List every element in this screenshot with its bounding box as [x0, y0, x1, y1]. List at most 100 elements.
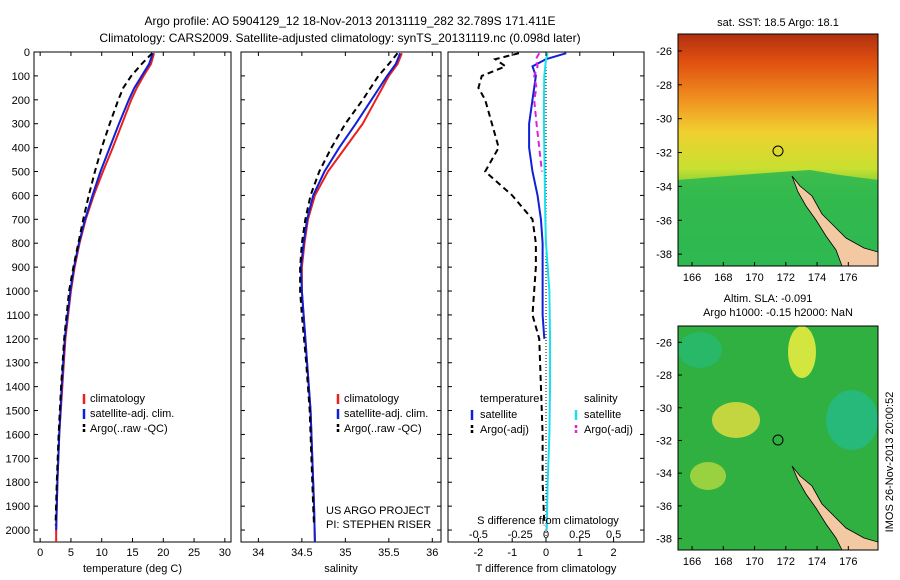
series-line-argo-raw-qc- — [54, 52, 153, 526]
x-tick-label: -2 — [474, 547, 484, 559]
y-tick-label: 200 — [12, 95, 30, 107]
y-tick-label: 2000 — [6, 525, 30, 537]
sla-high-anomaly — [712, 402, 760, 438]
x-tick-label: 10 — [96, 547, 108, 559]
y-tick-label: 1100 — [6, 310, 30, 322]
x-tick-label: 35.5 — [378, 547, 399, 559]
sst-cool-region — [678, 170, 878, 266]
title-line2: Climatology: CARS2009. Satellite-adjuste… — [99, 31, 580, 45]
sla-map-title-line1: Altim. SLA: -0.091 — [724, 293, 813, 305]
map-x-tick-label: 176 — [839, 272, 857, 284]
sla-map-frame — [677, 325, 879, 551]
series-line-satellite-adj-clim- — [55, 52, 154, 531]
s-tick-label: 0.25 — [569, 529, 590, 541]
map-y-tick-label: -32 — [656, 148, 672, 160]
x-tick-label: 34.5 — [291, 547, 312, 559]
legend-label: climatology — [90, 393, 146, 405]
x-tick-label: 1 — [577, 547, 583, 559]
sst-map — [677, 33, 879, 267]
sst-argo-location-marker — [772, 145, 784, 157]
sla-high-anomaly — [788, 326, 816, 378]
y-tick-label: 1200 — [6, 334, 30, 346]
temperature-panel: 0 5 10 15 20 25 300100200300400500600700800900… — [6, 47, 232, 575]
x-tick-label: 25 — [188, 547, 200, 559]
y-tick-label: 1800 — [6, 477, 30, 489]
s-tick-label: -0.25 — [508, 529, 533, 541]
y-tick-label: 1400 — [6, 382, 30, 394]
series-line-temperature-satellite — [528, 52, 567, 339]
map-x-tick-label: 168 — [714, 272, 732, 284]
map-x-tick-label: 168 — [714, 556, 732, 568]
x-tick-label: 36 — [426, 547, 438, 559]
legend-label: Argo(-adj) — [584, 424, 633, 436]
y-tick-label: 900 — [12, 262, 30, 274]
x-tick-label: 0 — [37, 547, 43, 559]
map-x-tick-label: 172 — [777, 272, 795, 284]
map-y-tick-label: -32 — [656, 435, 672, 447]
series-line-salinity-satellite — [542, 52, 552, 531]
map-y-tick-label: -34 — [656, 181, 672, 193]
map-y-tick-label: -28 — [656, 80, 672, 92]
map-y-tick-label: -38 — [656, 534, 672, 546]
series-line-argo-raw-qc- — [299, 52, 399, 526]
map-y-tick-label: -38 — [656, 249, 672, 261]
map-y-tick-label: -26 — [656, 337, 672, 349]
map-y-tick-label: -26 — [656, 46, 672, 58]
y-tick-label: 400 — [12, 143, 30, 155]
sla-high-anomaly — [690, 462, 726, 490]
sst-map-title: sat. SST: 18.5 Argo: 18.1 — [717, 17, 839, 29]
y-tick-label: 800 — [12, 238, 30, 250]
salinity-panel: 34 34.5 35 35.5 36 salinity climatology satelli… — [240, 51, 442, 575]
map-x-tick-label: 172 — [777, 556, 795, 568]
sla-low-anomaly — [678, 332, 722, 368]
y-tick-label: 500 — [12, 167, 30, 179]
sla-low-anomaly — [826, 390, 878, 450]
sla-map-ticks: 166 168 170 172 174 176 -26 -28 -30 -32 -34 -36 -38 — [656, 337, 857, 568]
sst-map-frame — [677, 33, 879, 267]
x-tick-label: 30 — [219, 547, 231, 559]
x-axis-label: temperature (deg C) — [83, 563, 182, 575]
map-y-tick-label: -34 — [656, 468, 672, 480]
y-tick-label: 0 — [24, 47, 30, 59]
y-tick-label: 1300 — [6, 358, 30, 370]
series-line-temperature-argo-adj- — [477, 52, 546, 526]
y-tick-label: 1900 — [6, 501, 30, 513]
y-tick-label: 300 — [12, 119, 30, 131]
legend-heading: salinity — [584, 393, 618, 405]
plot-frame — [33, 51, 232, 543]
difference-panel: -2 -1 0 1 2 T difference from climatology -0.5… — [447, 51, 645, 575]
map-x-tick-label: 170 — [745, 556, 763, 568]
x-tick-label: 34 — [252, 547, 264, 559]
legend-label: satellite-adj. clim. — [90, 408, 174, 420]
legend-label: climatology — [344, 393, 400, 405]
legend-label: Argo(-adj) — [480, 424, 529, 436]
project-label: US ARGO PROJECT — [326, 505, 431, 517]
map-y-tick-label: -36 — [656, 215, 672, 227]
map-y-tick-label: -30 — [656, 114, 672, 126]
timestamp-label: IMOS 26-Nov-2013 20:00:52 — [884, 392, 896, 533]
s-tick-label: -0.5 — [469, 529, 488, 541]
x-tick-label: 15 — [126, 547, 138, 559]
legend-label: satellite — [584, 409, 621, 421]
y-tick-label: 1500 — [6, 406, 30, 418]
map-x-tick-label: 170 — [745, 272, 763, 284]
map-x-tick-label: 166 — [683, 272, 701, 284]
s-tick-label: 0.5 — [606, 529, 621, 541]
y-tick-label: 1700 — [6, 453, 30, 465]
y-tick-label: 600 — [12, 190, 30, 202]
plot-frame — [240, 51, 442, 543]
map-x-tick-label: 174 — [808, 556, 826, 568]
legend-label: satellite — [480, 409, 517, 421]
legend-label: Argo(..raw -QC) — [344, 423, 422, 435]
sla-map — [677, 325, 879, 551]
sst-map-ticks: 166 168 170 172 174 176 -26 -28 -30 -32 -34 -36 -38 — [656, 46, 857, 284]
pi-label: PI: STEPHEN RISER — [326, 519, 431, 531]
x-tick-label: 2 — [611, 547, 617, 559]
y-tick-label: 700 — [12, 214, 30, 226]
sla-map-title-line2: Argo h1000: -0.15 h2000: NaN — [703, 307, 853, 319]
x-tick-label: 0 — [543, 547, 549, 559]
x-tick-label: -1 — [507, 547, 517, 559]
plot-frame — [447, 51, 645, 543]
title-line1: Argo profile: AO 5904129_12 18-Nov-2013 … — [145, 14, 556, 28]
